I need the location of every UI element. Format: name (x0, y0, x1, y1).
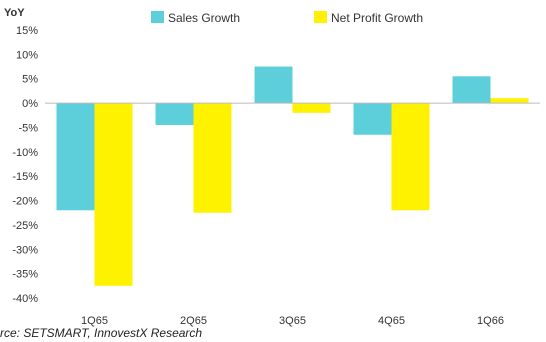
legend-swatch-sales-growth (151, 11, 164, 23)
y-tick-label: -15% (12, 171, 38, 183)
bar-net-profit-growth-2q65 (193, 103, 232, 213)
y-tick-label: 0% (22, 98, 38, 110)
y-tick-label: 15% (16, 25, 38, 37)
x-tick-label: 3Q65 (279, 315, 306, 327)
bar-sales-growth-3q65 (254, 66, 293, 104)
y-tick-label: -30% (12, 244, 38, 256)
bar-net-profit-growth-4q65 (391, 103, 430, 211)
legend-label-net-profit-growth: Net Profit Growth (331, 11, 423, 25)
source-note: rce: SETSMART, InnovestX Research (0, 326, 203, 340)
legend-label-sales-growth: Sales Growth (168, 11, 240, 25)
legend-swatch-net-profit-growth (314, 11, 327, 23)
x-tick-label: 1Q65 (81, 315, 108, 327)
y-tick-label: 10% (16, 49, 38, 61)
y-axis-title: YoY (4, 7, 25, 19)
bars (56, 66, 529, 286)
y-tick-label: -10% (12, 147, 38, 159)
bar-sales-growth-4q65 (353, 103, 392, 135)
y-tick-label: -35% (12, 269, 38, 281)
y-tick-label: -25% (12, 220, 38, 232)
bar-sales-growth-1q65 (56, 103, 95, 211)
legend: Sales Growth Net Profit Growth (151, 11, 423, 25)
bar-net-profit-growth-3q65 (292, 103, 331, 113)
bar-sales-growth-1q66 (452, 76, 491, 104)
x-tick-label: 2Q65 (180, 315, 207, 327)
x-tick-label: 1Q66 (477, 315, 504, 327)
y-tick-label: -20% (12, 196, 38, 208)
y-tick-label: -40% (12, 293, 38, 305)
x-axis: 1Q65 2Q65 3Q65 4Q65 1Q66 (81, 315, 504, 327)
y-tick-label: 5% (22, 74, 38, 86)
y-tick-label: -5% (18, 122, 38, 134)
bar-sales-growth-2q65 (155, 103, 194, 126)
bar-net-profit-growth-1q65 (94, 103, 133, 286)
y-axis: 15% 10% 5% 0% -5% -10% -15% -20% -25% -30% -35% -40… (12, 25, 38, 305)
bar-net-profit-growth-1q66 (490, 98, 529, 104)
x-tick-label: 4Q65 (378, 315, 405, 327)
